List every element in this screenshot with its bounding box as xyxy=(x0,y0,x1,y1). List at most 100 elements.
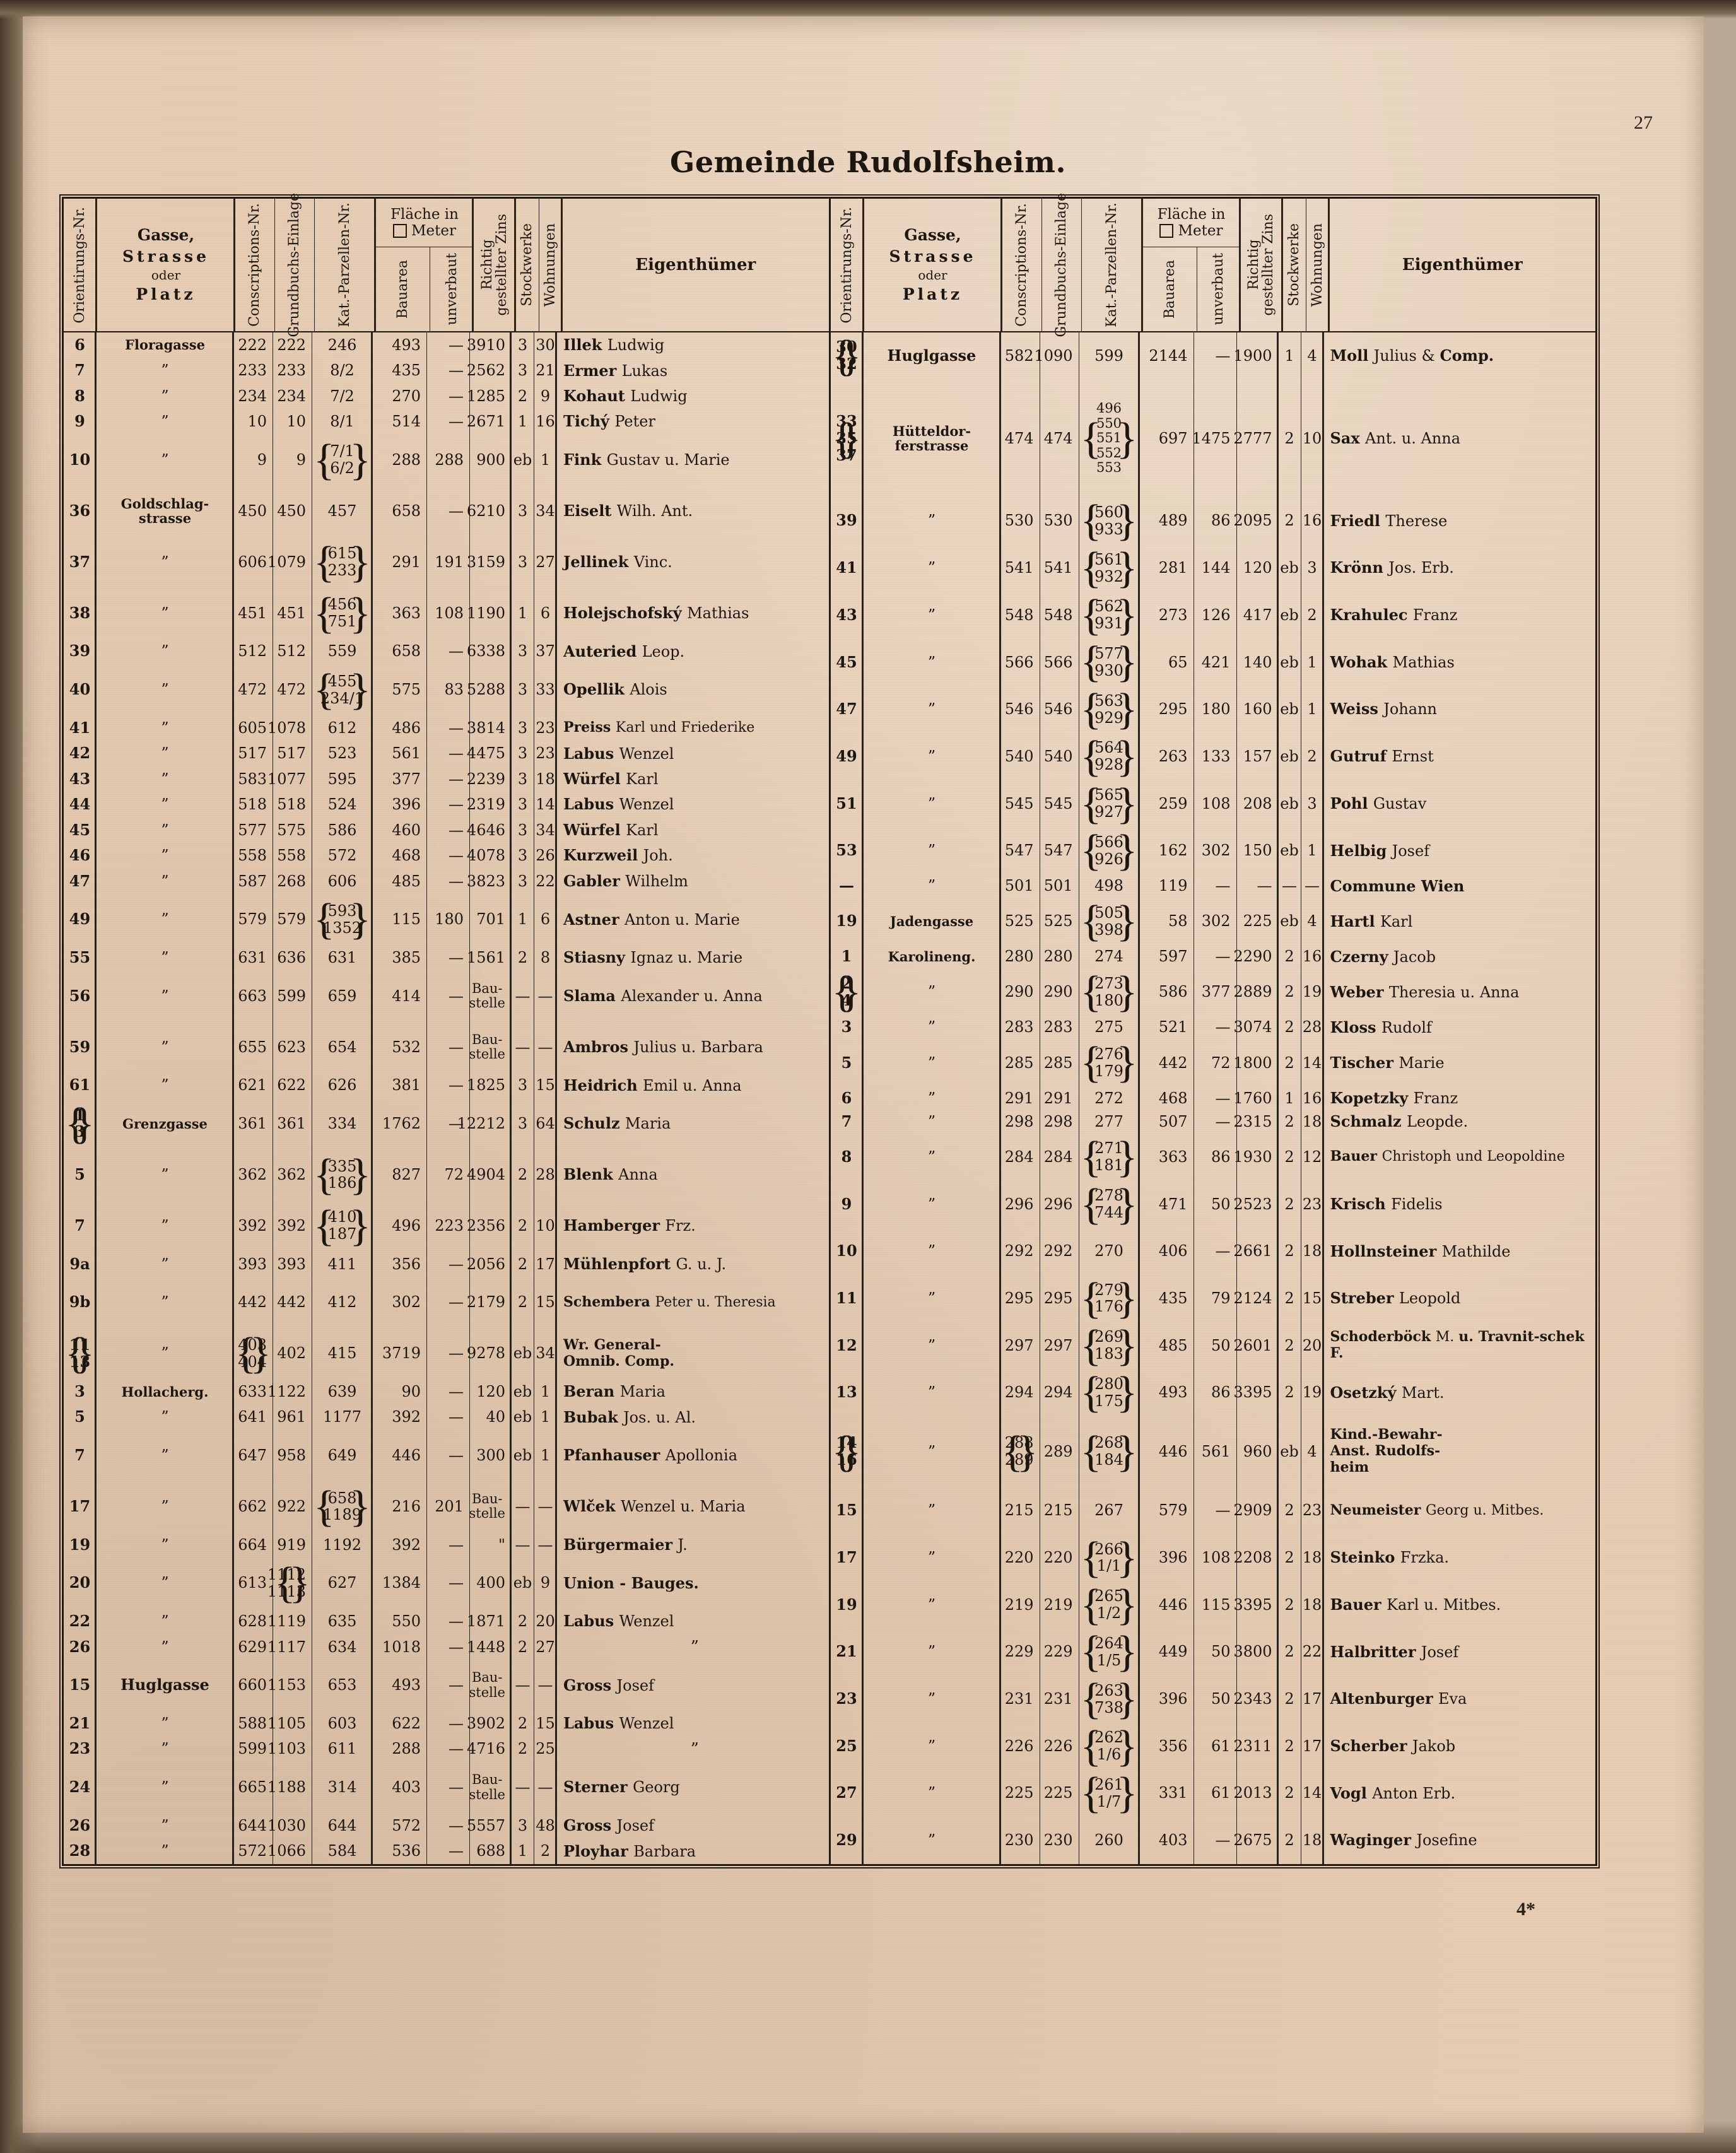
cell-wohn: 15 xyxy=(536,1076,555,1094)
grouping-brace: { xyxy=(1080,1321,1102,1370)
cell-cons: 219 xyxy=(1004,1595,1034,1614)
cell-gasse: ” xyxy=(927,700,936,719)
cell-nr: 38 xyxy=(69,603,91,622)
cell-wohn: 14 xyxy=(1302,1784,1322,1802)
grouping-brace: } xyxy=(1116,638,1138,687)
cell-kat: 264 1/5 xyxy=(1094,1634,1123,1669)
cell-nr: 45 xyxy=(836,652,857,671)
cell-nr: 2 4 xyxy=(841,974,852,1009)
cell-nr: 25 xyxy=(836,1736,857,1755)
cell-wohn: — xyxy=(1305,877,1320,895)
grouping-brace: } xyxy=(349,1201,371,1250)
cell-stock: 3 xyxy=(517,847,528,865)
cell-zins: 5557 xyxy=(466,1816,505,1834)
table-column-bauarea: 493 435 270 514 288 658 291 363 658 575 486 561 377 3… xyxy=(373,332,427,1864)
cell-gb: 234 xyxy=(277,387,306,405)
cell-unverbaut: — xyxy=(449,336,464,354)
cell-kat: 278 744 xyxy=(1094,1187,1123,1222)
cell-stock: 2 xyxy=(1284,1548,1294,1566)
grouping-brace: { xyxy=(831,968,853,1017)
cell-gasse: ” xyxy=(927,1242,936,1260)
owner-cell: Astner Anton u. Marie xyxy=(563,910,740,929)
cell-cons: 629 xyxy=(238,1638,267,1656)
cell-nr: 9 xyxy=(74,412,85,431)
owner-cell: Kopetzky Franz xyxy=(1330,1088,1458,1107)
cell-unverbaut: 561 xyxy=(1201,1442,1231,1460)
cell-stock: — xyxy=(515,1535,531,1554)
cell-gb: 575 xyxy=(277,821,306,839)
cell-zins: 1561 xyxy=(466,948,505,966)
cell-cons: 284 xyxy=(1004,1147,1034,1166)
cell-nr: 23 xyxy=(836,1689,857,1708)
cell-nr: 42 xyxy=(69,744,91,763)
grouping-brace: { xyxy=(1080,1038,1102,1088)
cell-gasse: ” xyxy=(161,1535,169,1554)
cell-gb: 1117 xyxy=(267,1638,306,1656)
cell-wohn: — xyxy=(537,1038,553,1056)
cell-zins: 2661 xyxy=(1233,1242,1272,1260)
cell-gb: 623 xyxy=(277,1038,306,1056)
table-column-nr: 6 7 8 9 10 36 37 38 39 40 41 42 43 44 45 46 47 49 55 56 59 61… xyxy=(64,332,97,1864)
cell-zins: 1825 xyxy=(466,1076,505,1094)
cell-stock: 2 xyxy=(1284,1595,1294,1614)
cell-zins: 1448 xyxy=(466,1638,505,1656)
cell-stock: eb xyxy=(1280,700,1299,719)
cell-nr: 23 xyxy=(69,1739,91,1758)
cell-nr: 8 xyxy=(841,1147,852,1166)
cell-gasse: ” xyxy=(927,1289,936,1308)
cell-gb: 547 xyxy=(1043,842,1073,860)
cell-wohn: 16 xyxy=(1302,947,1322,966)
cell-cons: 546 xyxy=(1004,700,1034,719)
cell-unverbaut: 223 xyxy=(435,1216,464,1235)
cell-wohn: 2 xyxy=(1307,747,1317,765)
cell-wohn: — xyxy=(537,1778,553,1797)
owner-cell: Eiselt Wilh. Ant. xyxy=(563,502,693,520)
cell-bauarea: 295 xyxy=(1158,700,1188,719)
cell-bauarea: 521 xyxy=(1158,1018,1188,1036)
cell-gasse: ” xyxy=(927,1383,936,1402)
cell-stock: eb xyxy=(513,1344,532,1363)
grouping-brace: } xyxy=(349,537,371,587)
cell-wohn: 19 xyxy=(1302,983,1322,1001)
cell-gasse: ” xyxy=(927,1595,936,1614)
cell-bauarea: 485 xyxy=(1158,1336,1188,1354)
owner-cell: Tichý Peter xyxy=(563,412,655,431)
cell-cons: 290 xyxy=(1004,983,1034,1001)
cell-gasse: ” xyxy=(927,1442,936,1460)
cell-zins: 2562 xyxy=(466,361,505,380)
cell-zins: 2124 xyxy=(1233,1289,1272,1308)
grouping-brace: { xyxy=(831,1427,853,1476)
cell-cons: 525 xyxy=(1004,912,1034,930)
cell-kat: 659 xyxy=(327,987,357,1005)
cell-kat: 457 xyxy=(327,502,357,520)
scan-top-edge xyxy=(0,0,1736,19)
grouping-brace: { xyxy=(1080,1274,1102,1323)
cell-cons: 647 xyxy=(238,1446,267,1465)
cell-nr: 36 xyxy=(69,501,91,520)
cell-stock: 1 xyxy=(517,910,528,929)
cell-kat: 561 932 xyxy=(1094,550,1123,585)
cell-stock: 2 xyxy=(517,387,528,405)
owner-cell: Holejschofský Mathias xyxy=(563,603,749,622)
cell-bauarea: 291 xyxy=(392,553,421,571)
cell-kat: 559 xyxy=(327,642,357,660)
cell-wohn: 28 xyxy=(536,1165,555,1183)
cell-gb: 512 xyxy=(277,642,306,660)
table-column-stock: 3 3 2 1 eb 3 3 1 3 3 3 3 3 3 3 3 3 1 2 — — 3 3 2 2 2 2 eb eb eb eb — — eb… xyxy=(512,332,534,1864)
cell-bauarea: 468 xyxy=(1158,1089,1188,1107)
cell-unverbaut: 86 xyxy=(1211,1147,1231,1166)
header-unverbaut: unverbaut xyxy=(1211,253,1227,326)
header-grundbuchs-einlage: Grundbuchs-Einlage xyxy=(275,193,315,337)
cell-wohn: 9 xyxy=(540,1574,551,1592)
cell-kat: 560 933 xyxy=(1094,503,1123,538)
cell-unverbaut: 180 xyxy=(1201,700,1231,719)
cell-kat: 586 xyxy=(327,821,357,839)
cell-stock: 2 xyxy=(1284,947,1294,966)
cell-nr: — xyxy=(839,876,854,895)
cell-bauarea: 532 xyxy=(392,1038,421,1056)
cell-nr: 46 xyxy=(69,846,91,865)
grouping-brace: } xyxy=(1116,685,1138,734)
cell-nr: 7 xyxy=(74,361,85,380)
cell-bauarea: 622 xyxy=(392,1714,421,1732)
cell-gb: 1066 xyxy=(267,1842,306,1860)
